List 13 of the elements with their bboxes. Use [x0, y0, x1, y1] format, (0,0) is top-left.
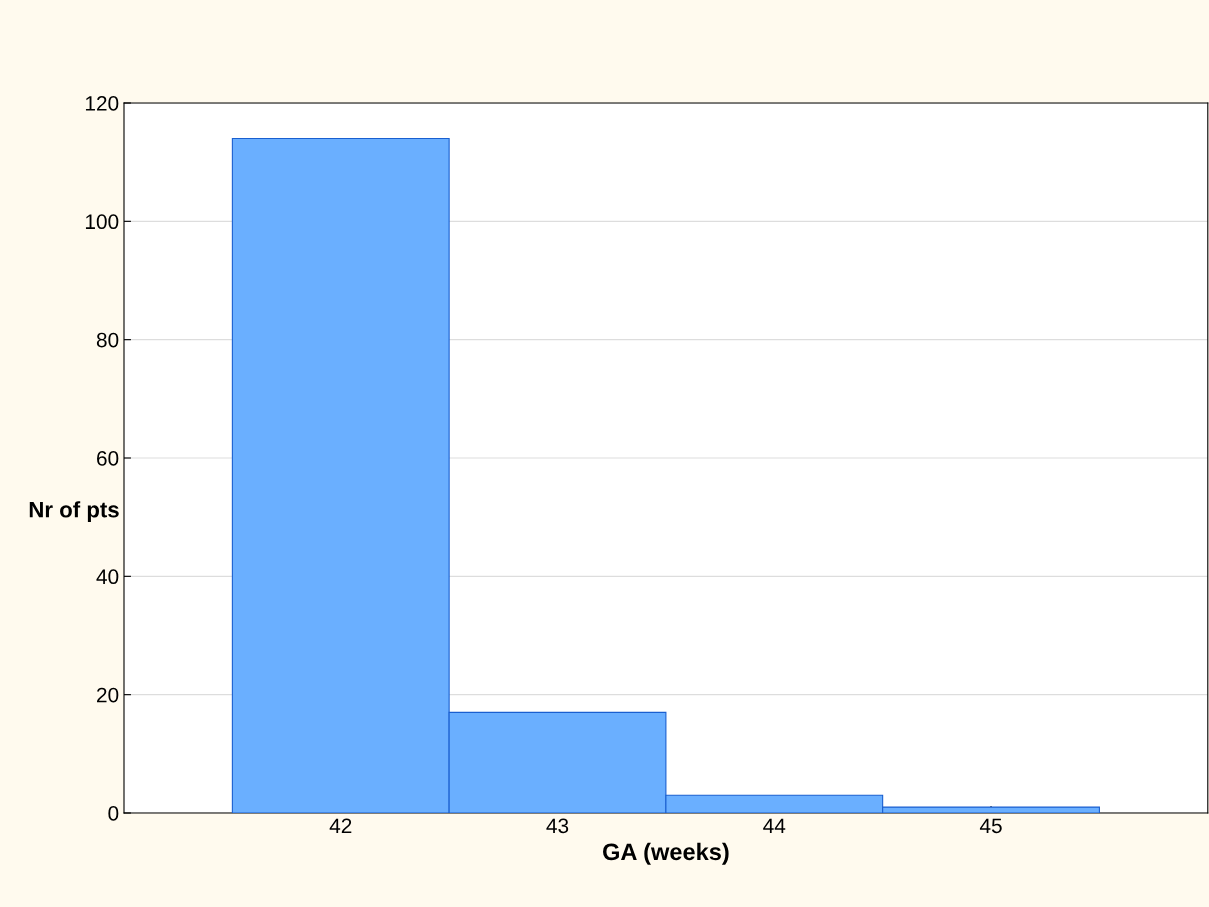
y-tick-label: 120 [85, 96, 119, 111]
x-tick-label: 43 [546, 818, 569, 834]
x-tick-label: 42 [329, 818, 352, 833]
y-tick-label: 0 [108, 806, 119, 821]
y-tick-label: 60 [97, 451, 119, 466]
y-axis-title: Nr of pts [29, 501, 119, 522]
x-tick-label: 44 [763, 818, 786, 833]
x-axis-title: GA (weeks) [603, 842, 729, 865]
y-tick-label: 40 [96, 569, 119, 585]
y-tick-label: 20 [97, 687, 119, 703]
y-tick-label: 80 [96, 332, 119, 348]
x-tick-label: 45 [979, 818, 1002, 834]
y-tick-label: 100 [85, 214, 119, 230]
